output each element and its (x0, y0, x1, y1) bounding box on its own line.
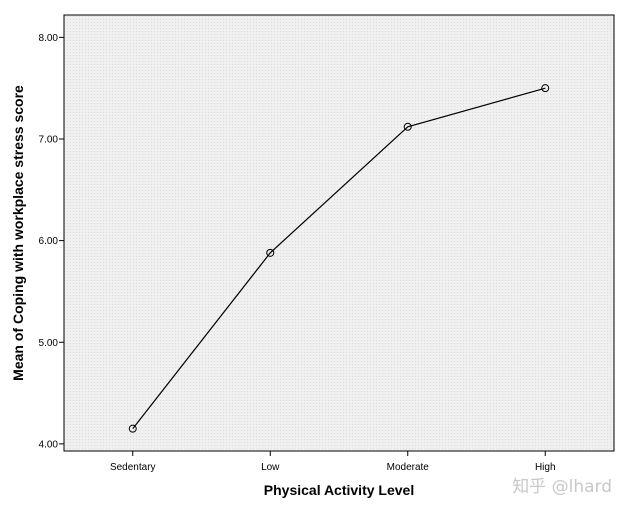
x-axis-title: Physical Activity Level (264, 482, 414, 498)
data-point (266, 248, 275, 257)
x-tick-label: Moderate (387, 462, 430, 473)
data-points (128, 84, 550, 433)
y-tick-label: 8.00 (39, 33, 59, 44)
x-axis: Sedentary Low Moderate High (110, 451, 556, 473)
y-tick-label: 6.00 (39, 236, 59, 247)
series-line (132, 87, 546, 429)
y-axis: 4.00 5.00 6.00 7.00 8.00 (39, 33, 64, 450)
watermark-text: 知乎 @lhard (512, 477, 612, 497)
data-point (128, 424, 137, 433)
y-tick-label: 4.00 (39, 439, 59, 450)
plot-area (63, 14, 615, 452)
y-axis-title: Mean of Coping with workplace stress sco… (10, 85, 26, 381)
y-tick-label: 5.00 (39, 338, 59, 349)
x-tick-label: Low (261, 462, 280, 473)
x-tick-label: High (535, 462, 556, 473)
data-point (403, 122, 412, 131)
x-tick-label: Sedentary (110, 462, 156, 473)
data-point (541, 84, 550, 93)
y-tick-label: 7.00 (39, 134, 59, 145)
